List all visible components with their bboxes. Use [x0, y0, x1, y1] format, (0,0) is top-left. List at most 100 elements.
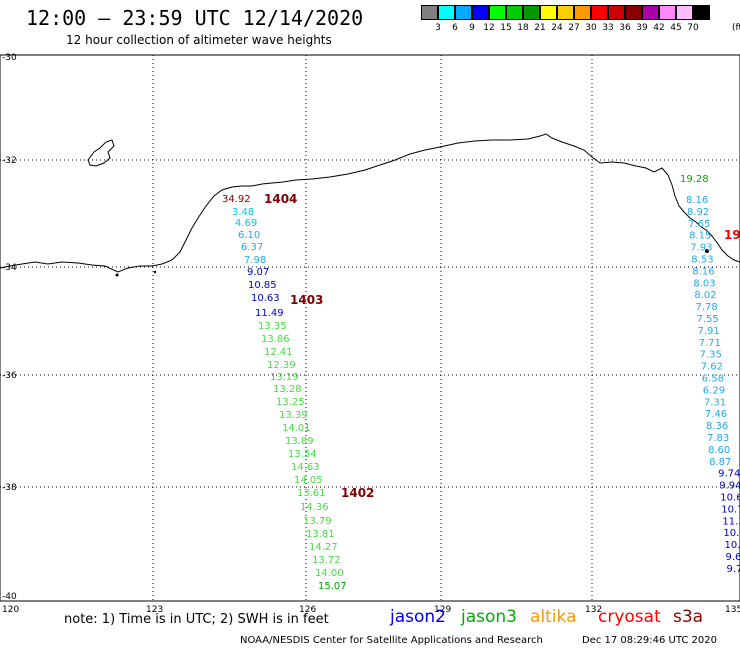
swh-value-1403: 13.81	[306, 529, 335, 540]
lon-label: 132	[585, 605, 602, 615]
color-legend-label: 21	[534, 23, 546, 33]
swh-value-east: 7.78	[696, 302, 718, 313]
color-legend-label: 30	[585, 23, 597, 33]
swh-value-1403: 13.79	[303, 516, 332, 527]
coast-dot	[705, 249, 709, 253]
color-swatch	[421, 5, 438, 20]
swh-value-east: 8.87	[709, 457, 731, 468]
swh-value-1403: 13.35	[258, 321, 287, 332]
island	[87, 139, 115, 167]
color-legend-label: 6	[452, 23, 458, 33]
swh-value-east: 6.58	[702, 374, 724, 385]
swh-value-east: 7.62	[701, 362, 723, 373]
swh-value-1403: 15.07	[318, 581, 347, 592]
swh-value-east: 10.60	[720, 493, 740, 504]
swh-value-east: 7.83	[707, 433, 729, 444]
color-swatch	[523, 5, 540, 20]
swh-value-east: 7.71	[699, 338, 721, 349]
swh-value-east: 7.91	[698, 326, 720, 337]
color-swatch	[693, 5, 710, 20]
lat-label: -36	[2, 371, 17, 381]
color-legend-label: 12	[483, 23, 495, 33]
lat-label: -40	[2, 592, 17, 602]
color-swatch	[438, 5, 455, 20]
swh-value-1403: 13.89	[285, 436, 314, 447]
swh-value-1403: 14.27	[309, 542, 338, 553]
footer-credit: NOAA/NESDIS Center for Satellite Applica…	[240, 635, 543, 646]
swh-value-east: 11.3	[722, 516, 740, 527]
swh-value-east: 7.93	[690, 243, 712, 254]
swh-value-east: 9.94	[719, 481, 740, 492]
color-swatch	[608, 5, 625, 20]
pass-label-1403: 1403	[290, 293, 323, 307]
color-swatch	[659, 5, 676, 20]
graticule	[0, 55, 740, 601]
swh-value-east: 9.6	[726, 552, 740, 563]
swh-value-1404: 34.92	[222, 194, 251, 205]
swh-value-1403: 13.25	[276, 397, 305, 408]
swh-value-1403: 14.63	[291, 462, 320, 473]
swh-value-east: 8.15	[689, 231, 711, 242]
pass-label-1404: 1404	[264, 192, 297, 206]
swh-value-east: 6.29	[703, 385, 725, 396]
page-title: 12:00 – 23:59 UTC 12/14/2020	[26, 6, 364, 30]
pass-label-1402: 1402	[341, 486, 374, 500]
color-swatch	[455, 5, 472, 20]
lon-label: 123	[146, 605, 163, 615]
color-legend-label: 27	[568, 23, 580, 33]
lon-label: 120	[2, 605, 19, 615]
swh-value-1403: 12.41	[264, 347, 293, 358]
swh-value-1403: 13.39	[279, 410, 308, 421]
swh-value-1404: 7.98	[244, 255, 266, 266]
swh-value-east: 9.7	[727, 564, 740, 575]
swh-value-east: 8.92	[687, 207, 709, 218]
color-legend-label: 70	[687, 23, 699, 33]
swh-value-1403: 14.36	[300, 502, 329, 513]
swh-value-1404: 9.07	[247, 267, 269, 278]
swh-value-east: 10.77	[721, 504, 740, 515]
coastline	[0, 133, 740, 273]
lat-label: -34	[2, 263, 17, 273]
coast-dot	[115, 273, 119, 277]
swh-value-east-top: 19.28	[680, 174, 709, 185]
swh-value-1403: 13.54	[288, 449, 317, 460]
color-swatch	[676, 5, 693, 20]
lon-label: 126	[299, 605, 316, 615]
swh-value-1404: 4.69	[235, 218, 257, 229]
color-swatch	[625, 5, 642, 20]
lat-label: -32	[2, 156, 17, 166]
satellite-s3a: s3a	[673, 607, 704, 627]
swh-value-east: 7.65	[688, 219, 710, 230]
color-legend-label: 33	[602, 23, 614, 33]
page-subtitle: 12 hour collection of altimeter wave hei…	[66, 33, 332, 47]
swh-value-east: 7.55	[697, 314, 719, 325]
color-swatch	[489, 5, 506, 20]
swh-value-east: 8.36	[706, 421, 728, 432]
swh-value-east: 8.16	[692, 266, 714, 277]
color-legend-label: 18	[517, 23, 529, 33]
swh-value-1404: 10.63	[251, 293, 280, 304]
satellite-jason2: jason2	[390, 607, 446, 627]
swh-value-1404: 6.37	[241, 242, 263, 253]
swh-value-1404: 3.48	[232, 207, 254, 218]
color-legend-label: 45	[670, 23, 682, 33]
swh-value-cryosat-fragment: 19	[724, 228, 740, 242]
swh-value-east: 7.35	[700, 350, 722, 361]
color-legend-label: 24	[551, 23, 563, 33]
color-swatch	[506, 5, 523, 20]
color-legend-label: 3	[435, 23, 441, 33]
lat-label: -30	[2, 53, 17, 63]
lat-label: -38	[2, 483, 17, 493]
color-legend-label: 42	[653, 23, 665, 33]
coast-dot	[153, 270, 157, 274]
color-legend-unit: (ft)	[732, 23, 740, 33]
swh-value-east: 8.60	[708, 445, 730, 456]
swh-value-1403: 14.05	[294, 475, 323, 486]
swh-value-east: 7.46	[705, 409, 727, 420]
swh-value-1404: 10.85	[248, 280, 277, 291]
color-legend-label: 36	[619, 23, 631, 33]
color-swatch	[574, 5, 591, 20]
swh-value-east: 8.03	[693, 278, 715, 289]
swh-track-1403: 13.35 13.86 12.41 12.39 13.19 13.28 13.2…	[258, 321, 347, 592]
